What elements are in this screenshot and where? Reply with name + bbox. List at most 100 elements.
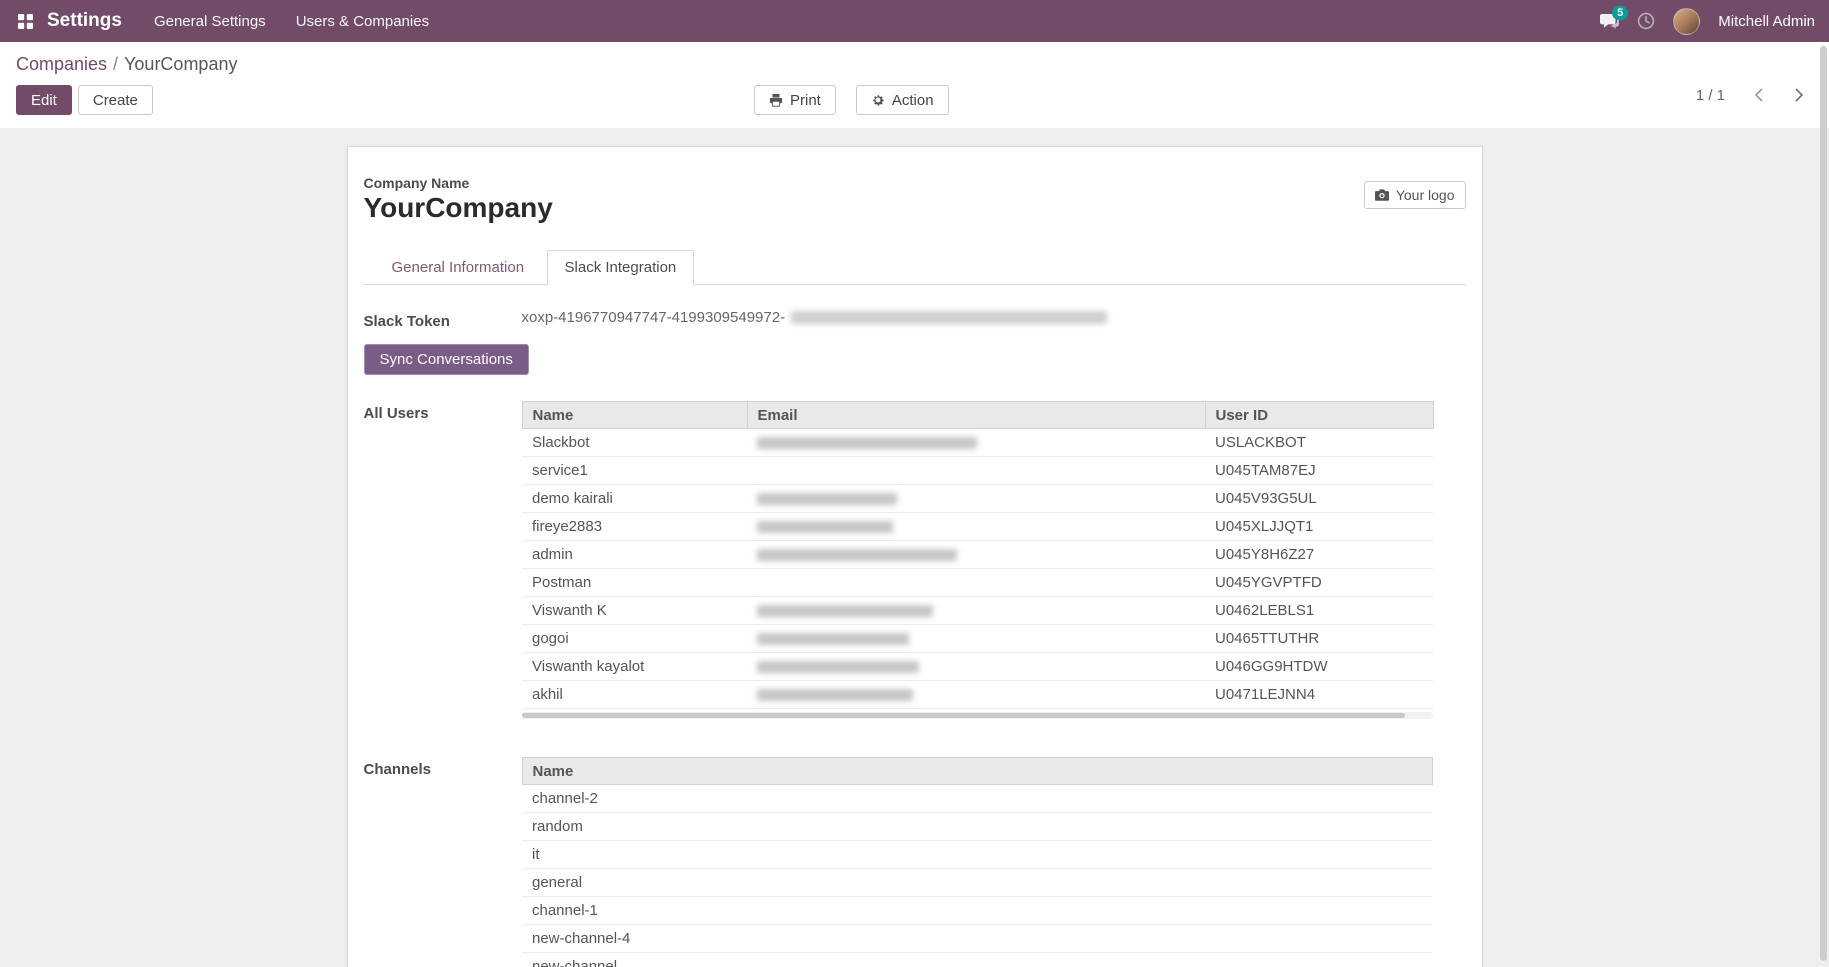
app-name[interactable]: Settings bbox=[47, 10, 122, 31]
user-row[interactable]: Slackbot USLACKBOT bbox=[522, 428, 1433, 457]
channel-name-cell: it bbox=[522, 840, 1432, 869]
chevron-right-icon bbox=[1794, 87, 1805, 103]
pager-next-button[interactable] bbox=[1792, 85, 1807, 105]
notebook-tabs: General Information Slack Integration bbox=[363, 250, 1466, 285]
chevron-left-icon bbox=[1753, 87, 1764, 103]
user-name-cell: Postman bbox=[522, 568, 747, 597]
redacted-email bbox=[757, 605, 933, 618]
users-table-horizontal-scrollbar[interactable] bbox=[521, 712, 1433, 719]
user-row[interactable]: fireye2883 U045XLJJQT1 bbox=[522, 512, 1433, 541]
channels-label: Channels bbox=[363, 761, 432, 778]
channel-name-cell: new-channel bbox=[522, 952, 1432, 967]
users-header-user-id[interactable]: User ID bbox=[1204, 401, 1434, 429]
user-row[interactable]: Viswanth K U0462LEBLS1 bbox=[522, 596, 1433, 625]
breadcrumb-current: YourCompany bbox=[124, 54, 238, 74]
channels-table-body: channel-2 random it general channel-1 new-cha… bbox=[522, 784, 1432, 967]
pager-previous-button[interactable] bbox=[1751, 85, 1766, 105]
user-name-cell: admin bbox=[522, 540, 747, 569]
channel-row[interactable]: new-channel bbox=[522, 952, 1432, 967]
company-logo-button-label: Your logo bbox=[1395, 187, 1455, 203]
user-name-cell: service1 bbox=[522, 456, 747, 485]
redacted-email bbox=[757, 689, 913, 702]
user-email-cell bbox=[747, 568, 1205, 597]
breadcrumb-companies[interactable]: Companies bbox=[16, 54, 108, 74]
print-button-label: Print bbox=[790, 91, 821, 109]
tab-general-information[interactable]: General Information bbox=[391, 259, 525, 276]
user-name-cell: demo kairali bbox=[522, 484, 747, 513]
user-id-cell: U045YGVPTFD bbox=[1205, 568, 1433, 597]
user-id-cell: U045Y8H6Z27 bbox=[1205, 540, 1433, 569]
user-email-cell bbox=[747, 680, 1205, 709]
users-table: Name Email User ID Slackbot USLACKBOT serv… bbox=[521, 401, 1434, 709]
user-row[interactable]: akhil U0471LEJNN4 bbox=[522, 680, 1433, 709]
print-button[interactable]: Print bbox=[754, 85, 836, 115]
navbar-right: 5 Mitchell Admin bbox=[1600, 5, 1815, 35]
redacted-email bbox=[757, 493, 897, 506]
channel-row[interactable]: general bbox=[522, 868, 1432, 897]
nav-menu: General Settings Users & Companies bbox=[154, 13, 429, 30]
users-table-header-row: Name Email User ID bbox=[521, 401, 1434, 429]
user-row[interactable]: demo kairali U045V93G5UL bbox=[522, 484, 1433, 513]
channel-row[interactable]: random bbox=[522, 812, 1432, 841]
user-id-cell: U045XLJJQT1 bbox=[1205, 512, 1433, 541]
users-table-body: Slackbot USLACKBOT service1 U045TAM87EJ demo… bbox=[522, 428, 1433, 709]
user-avatar[interactable] bbox=[1673, 7, 1701, 35]
redacted-email bbox=[757, 521, 893, 534]
channel-row[interactable]: new-channel-4 bbox=[522, 924, 1432, 953]
channel-row[interactable]: channel-1 bbox=[522, 896, 1432, 925]
form-view-content: Company Name YourCompany Your logo Gener… bbox=[0, 128, 1829, 967]
action-button-label: Action bbox=[891, 91, 934, 109]
messages-icon[interactable]: 5 bbox=[1600, 5, 1629, 30]
redacted-token-value bbox=[791, 311, 1108, 325]
user-id-cell: U045V93G5UL bbox=[1205, 484, 1433, 513]
user-name-cell: Slackbot bbox=[522, 428, 747, 457]
user-name-cell: gogoi bbox=[522, 624, 747, 653]
channel-row[interactable]: it bbox=[522, 840, 1432, 869]
redacted-email bbox=[757, 437, 977, 450]
user-name-cell: akhil bbox=[522, 680, 747, 709]
company-logo-button[interactable]: Your logo bbox=[1363, 181, 1466, 209]
users-header-name[interactable]: Name bbox=[521, 401, 748, 429]
user-id-cell: U046GG9HTDW bbox=[1205, 652, 1433, 681]
users-table-scrollbar-thumb[interactable] bbox=[521, 713, 1406, 718]
edit-button[interactable]: Edit bbox=[16, 85, 72, 115]
user-name-cell: Viswanth kayalot bbox=[522, 652, 747, 681]
camera-icon bbox=[1374, 189, 1389, 201]
users-header-email[interactable]: Email bbox=[746, 401, 1206, 429]
apps-grid-icon[interactable] bbox=[14, 10, 37, 33]
all-users-label: All Users bbox=[363, 405, 429, 422]
channel-name-cell: general bbox=[522, 868, 1432, 897]
user-row[interactable]: service1 U045TAM87EJ bbox=[522, 456, 1433, 485]
user-row[interactable]: Postman U045YGVPTFD bbox=[522, 568, 1433, 597]
user-name-cell: Viswanth K bbox=[522, 596, 747, 625]
company-name: YourCompany bbox=[363, 192, 553, 223]
user-row[interactable]: admin U045Y8H6Z27 bbox=[522, 540, 1433, 569]
redacted-email bbox=[757, 549, 957, 562]
gear-icon bbox=[871, 93, 885, 107]
user-name-cell: fireye2883 bbox=[522, 512, 747, 541]
printer-icon bbox=[769, 93, 783, 107]
menu-general-settings[interactable]: General Settings bbox=[153, 12, 266, 30]
channel-row[interactable]: channel-2 bbox=[522, 784, 1432, 813]
user-email-cell bbox=[747, 652, 1205, 681]
create-button[interactable]: Create bbox=[77, 85, 153, 115]
page-vertical-scrollbar[interactable] bbox=[1820, 46, 1827, 961]
menu-users-companies[interactable]: Users & Companies bbox=[295, 12, 430, 30]
channels-header-name[interactable]: Name bbox=[521, 757, 1433, 785]
user-id-cell: USLACKBOT bbox=[1205, 428, 1433, 457]
sync-conversations-button[interactable]: Sync Conversations bbox=[363, 344, 529, 375]
channel-name-cell: channel-2 bbox=[522, 784, 1432, 813]
user-email-cell bbox=[747, 484, 1205, 513]
user-email-cell bbox=[747, 596, 1205, 625]
tab-slack-integration[interactable]: Slack Integration bbox=[546, 250, 695, 285]
page-scrollbar-thumb[interactable] bbox=[1820, 46, 1827, 961]
action-button[interactable]: Action bbox=[855, 85, 949, 115]
activities-clock-icon[interactable] bbox=[1637, 12, 1655, 30]
control-panel: Companies / YourCompany Edit Create Print bbox=[0, 42, 1829, 128]
user-row[interactable]: gogoi U0465TTUTHR bbox=[522, 624, 1433, 653]
redacted-email bbox=[757, 661, 919, 674]
channel-name-cell: random bbox=[522, 812, 1432, 841]
company-form-sheet: Company Name YourCompany Your logo Gener… bbox=[346, 146, 1483, 967]
user-row[interactable]: Viswanth kayalot U046GG9HTDW bbox=[522, 652, 1433, 681]
user-name[interactable]: Mitchell Admin bbox=[1718, 12, 1815, 30]
